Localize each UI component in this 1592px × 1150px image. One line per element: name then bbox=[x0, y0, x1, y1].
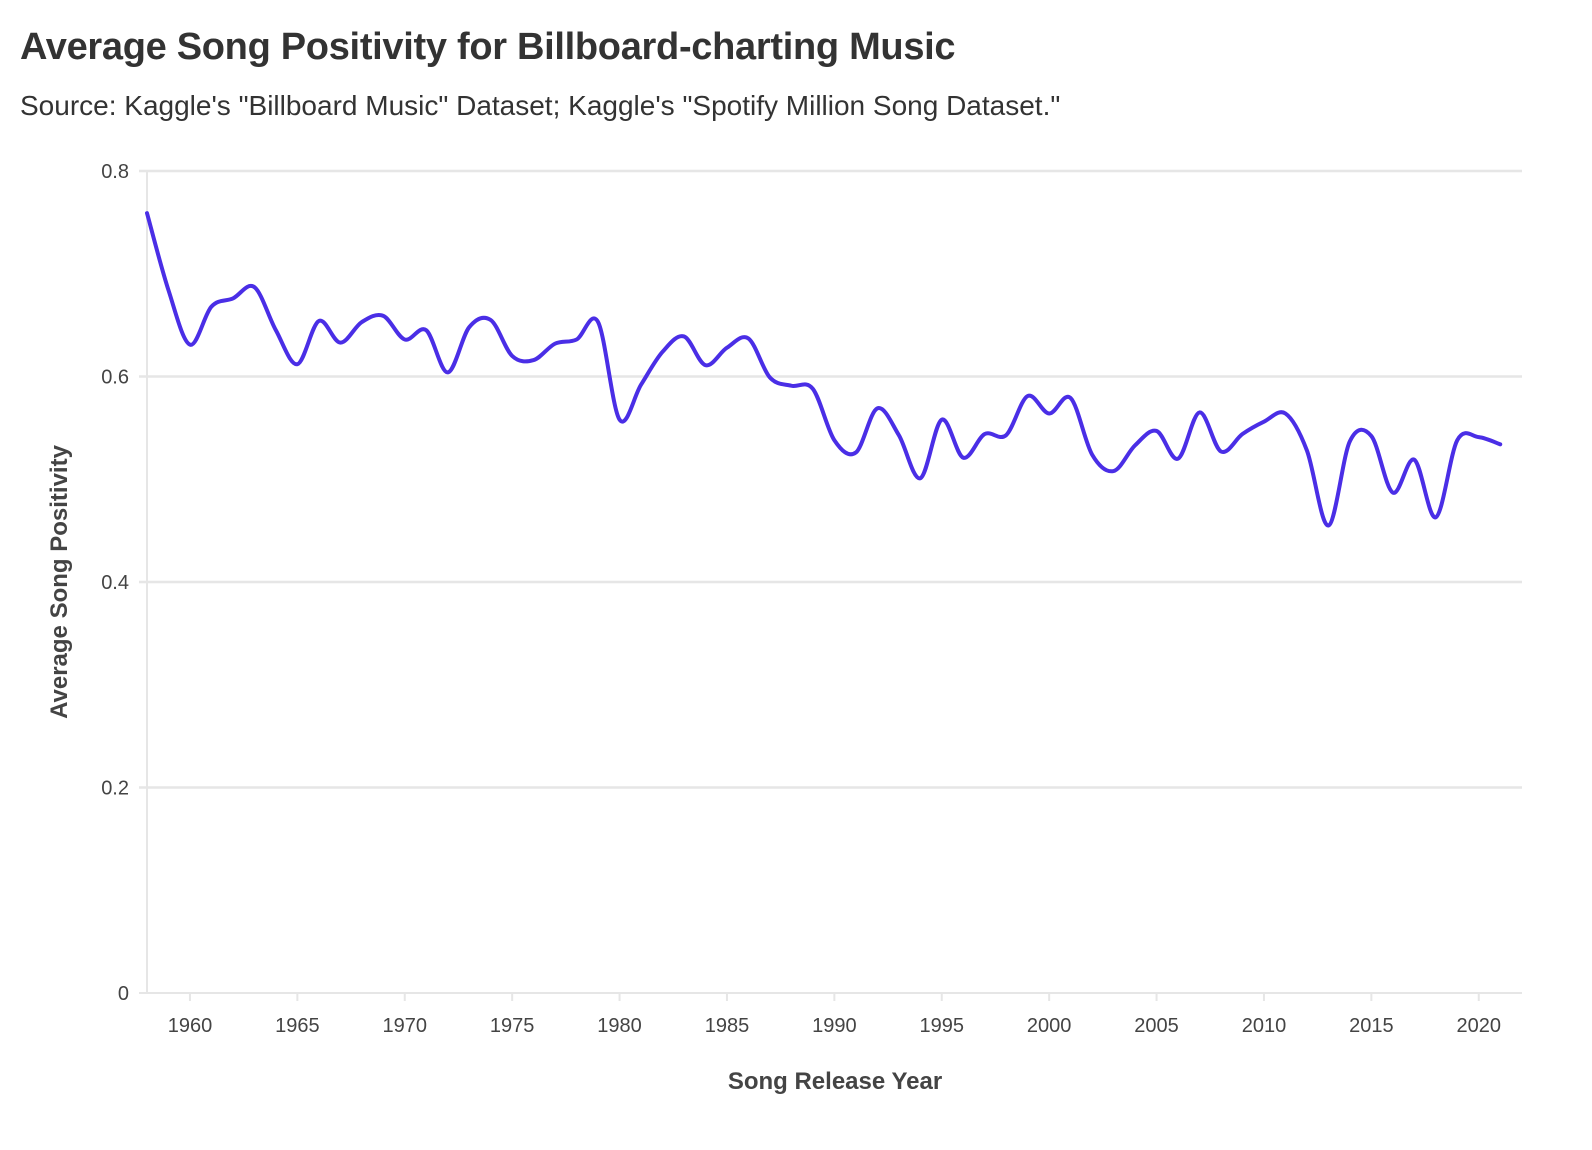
chart-subtitle: Source: Kaggle's "Billboard Music" Datas… bbox=[20, 90, 1061, 121]
x-tick-label: 1995 bbox=[920, 1015, 965, 1037]
y-tick-label: 0.6 bbox=[101, 367, 129, 389]
x-tick-label: 1990 bbox=[812, 1015, 857, 1037]
x-tick-label: 1975 bbox=[490, 1015, 535, 1037]
x-tick-label: 1980 bbox=[597, 1015, 642, 1037]
x-tick-label: 1965 bbox=[275, 1015, 320, 1037]
x-tick-label: 2000 bbox=[1027, 1015, 1072, 1037]
y-axis-label: Average Song Positivity bbox=[46, 444, 73, 719]
x-tick-label: 2020 bbox=[1457, 1015, 1502, 1037]
y-tick-label: 0 bbox=[118, 983, 129, 1005]
x-tick-label: 1960 bbox=[168, 1015, 213, 1037]
x-axis-label: Song Release Year bbox=[728, 1068, 942, 1095]
series-line bbox=[145, 211, 1503, 528]
y-tick-label: 0.8 bbox=[101, 161, 129, 183]
x-tick-label: 1970 bbox=[383, 1015, 428, 1037]
y-tick-label: 0.2 bbox=[101, 778, 129, 800]
x-tick-label: 2015 bbox=[1349, 1015, 1394, 1037]
x-tick-label: 2005 bbox=[1134, 1015, 1179, 1037]
x-tick-label: 1985 bbox=[705, 1015, 750, 1037]
y-tick-label: 0.4 bbox=[101, 572, 129, 594]
chart-title: Average Song Positivity for Billboard-ch… bbox=[20, 26, 956, 68]
x-tick-label: 2010 bbox=[1242, 1015, 1287, 1037]
